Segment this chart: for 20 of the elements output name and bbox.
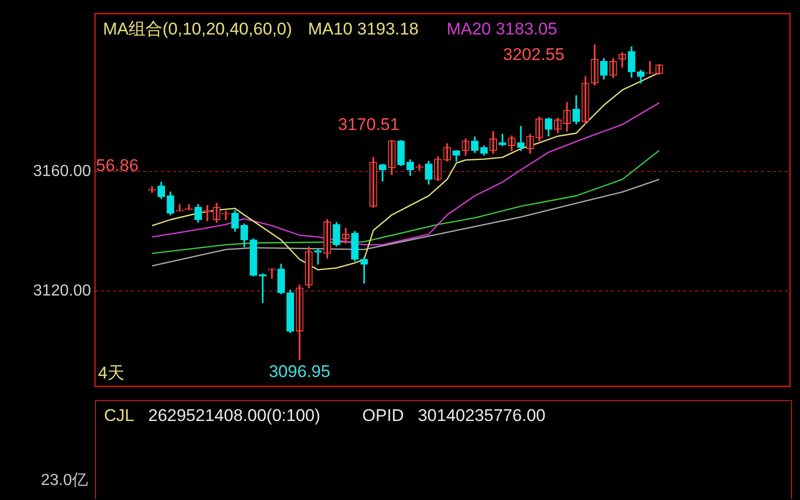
candlestick: [646, 60, 654, 74]
text: CJL: [104, 406, 134, 426]
text: OPID: [362, 406, 404, 426]
text: MA10 3193.18: [308, 19, 419, 38]
legend-title: MA组合(0,10,20,40,60,0): [103, 19, 292, 38]
text: 2629521408.00(0:100): [148, 406, 320, 426]
annotation: 3096.95: [268, 362, 330, 381]
annotation: 3170.51: [338, 115, 400, 134]
text: 23.0亿: [40, 471, 88, 491]
candlestick: [222, 210, 230, 220]
candlestick: [268, 268, 276, 279]
text: 4天: [98, 364, 124, 383]
candlestick: [176, 204, 184, 212]
text: 30140235776.00: [418, 406, 546, 426]
candlestick: [314, 248, 322, 264]
y-tick-label: 3120.00: [33, 282, 92, 300]
text: MA20 3183.05: [446, 19, 558, 38]
annotation: 3202.55: [503, 45, 564, 64]
text: 56.86: [96, 156, 139, 176]
y-tick-label: 3160.00: [33, 163, 92, 180]
